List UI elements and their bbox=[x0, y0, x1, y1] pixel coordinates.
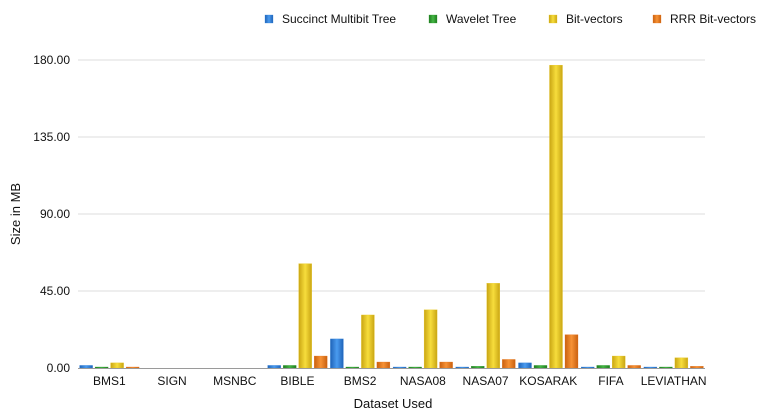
x-tick-label: NASA07 bbox=[463, 374, 509, 388]
bar-bit-vectors-nasa07 bbox=[486, 283, 500, 369]
axes: 0.00 45.00 90.00 135.00 180.00 BMS1 SIGN MSNBC B… bbox=[33, 53, 706, 388]
bar-bit-vectors-bms2 bbox=[361, 314, 375, 369]
bars bbox=[79, 64, 704, 369]
bar-wavelet-tree-nasa07 bbox=[471, 366, 485, 369]
x-tick-label: BMS2 bbox=[344, 374, 377, 388]
x-axis-title: Dataset Used bbox=[354, 396, 433, 411]
bar-bit-vectors-nasa08 bbox=[423, 309, 438, 369]
bar-wavelet-tree-fifa bbox=[596, 365, 610, 369]
bar-wavelet-tree-bible bbox=[283, 365, 297, 369]
legend-swatch bbox=[428, 14, 438, 24]
x-tick-label: KOSARAK bbox=[519, 374, 577, 388]
bar-succinct-multibit-tree-bms2 bbox=[330, 338, 344, 369]
legend-label: Wavelet Tree bbox=[446, 12, 517, 26]
bar-rrr-bit-vectors-kosarak bbox=[564, 334, 579, 369]
x-tick-label: BIBLE bbox=[280, 374, 314, 388]
y-tick-label: 90.00 bbox=[40, 207, 70, 221]
bar-rrr-bit-vectors-leviathan bbox=[690, 366, 704, 369]
bar-bit-vectors-fifa bbox=[612, 355, 626, 369]
bar-succinct-multibit-tree-leviathan bbox=[643, 366, 658, 369]
x-tick-label: SIGN bbox=[157, 374, 186, 388]
x-tick-label: LEVIATHAN bbox=[641, 374, 707, 388]
x-tick-label: MSNBC bbox=[213, 374, 257, 388]
legend-swatch bbox=[548, 14, 558, 24]
bar-bit-vectors-leviathan bbox=[674, 357, 689, 369]
y-tick-label: 135.00 bbox=[33, 130, 70, 144]
legend: Succinct Multibit Tree Wavelet Tree Bit-ve… bbox=[264, 12, 756, 26]
bar-succinct-multibit-tree-nasa08 bbox=[392, 366, 407, 369]
bar-wavelet-tree-bms2 bbox=[345, 366, 360, 369]
y-axis-title: Size in MB bbox=[8, 183, 23, 245]
bar-wavelet-tree-leviathan bbox=[659, 366, 673, 369]
bar-bit-vectors-bms1 bbox=[110, 362, 124, 369]
bar-wavelet-tree-kosarak bbox=[533, 365, 548, 369]
legend-swatch bbox=[264, 14, 274, 24]
bar-rrr-bit-vectors-fifa bbox=[627, 365, 641, 369]
y-tick-label: 180.00 bbox=[33, 53, 70, 67]
bar-rrr-bit-vectors-bms2 bbox=[376, 361, 391, 369]
legend-label: Bit-vectors bbox=[566, 12, 623, 26]
bar-rrr-bit-vectors-nasa08 bbox=[439, 361, 453, 369]
bar-wavelet-tree-bms1 bbox=[94, 366, 109, 369]
y-tick-label: 45.00 bbox=[40, 284, 70, 298]
x-tick-label: NASA08 bbox=[400, 374, 446, 388]
legend-label: RRR Bit-vectors bbox=[670, 12, 756, 26]
bar-succinct-multibit-tree-bms1 bbox=[79, 365, 93, 369]
bar-succinct-multibit-tree-kosarak bbox=[518, 362, 532, 369]
bar-rrr-bit-vectors-bms1 bbox=[125, 366, 140, 369]
bar-bit-vectors-kosarak bbox=[549, 64, 563, 369]
gridlines bbox=[78, 59, 705, 292]
bar-bit-vectors-bible bbox=[298, 263, 312, 369]
y-tick-label: 0.00 bbox=[47, 361, 71, 375]
legend-swatch bbox=[652, 14, 662, 24]
x-tick-label: FIFA bbox=[598, 374, 623, 388]
bar-succinct-multibit-tree-nasa07 bbox=[455, 366, 469, 369]
bar-rrr-bit-vectors-bible bbox=[314, 355, 328, 369]
bar-succinct-multibit-tree-bible bbox=[267, 365, 281, 369]
x-tick-label: BMS1 bbox=[93, 374, 126, 388]
bar-wavelet-tree-nasa08 bbox=[408, 366, 422, 369]
bar-succinct-multibit-tree-fifa bbox=[581, 366, 595, 369]
bar-rrr-bit-vectors-nasa07 bbox=[502, 359, 516, 369]
legend-label: Succinct Multibit Tree bbox=[282, 12, 396, 26]
